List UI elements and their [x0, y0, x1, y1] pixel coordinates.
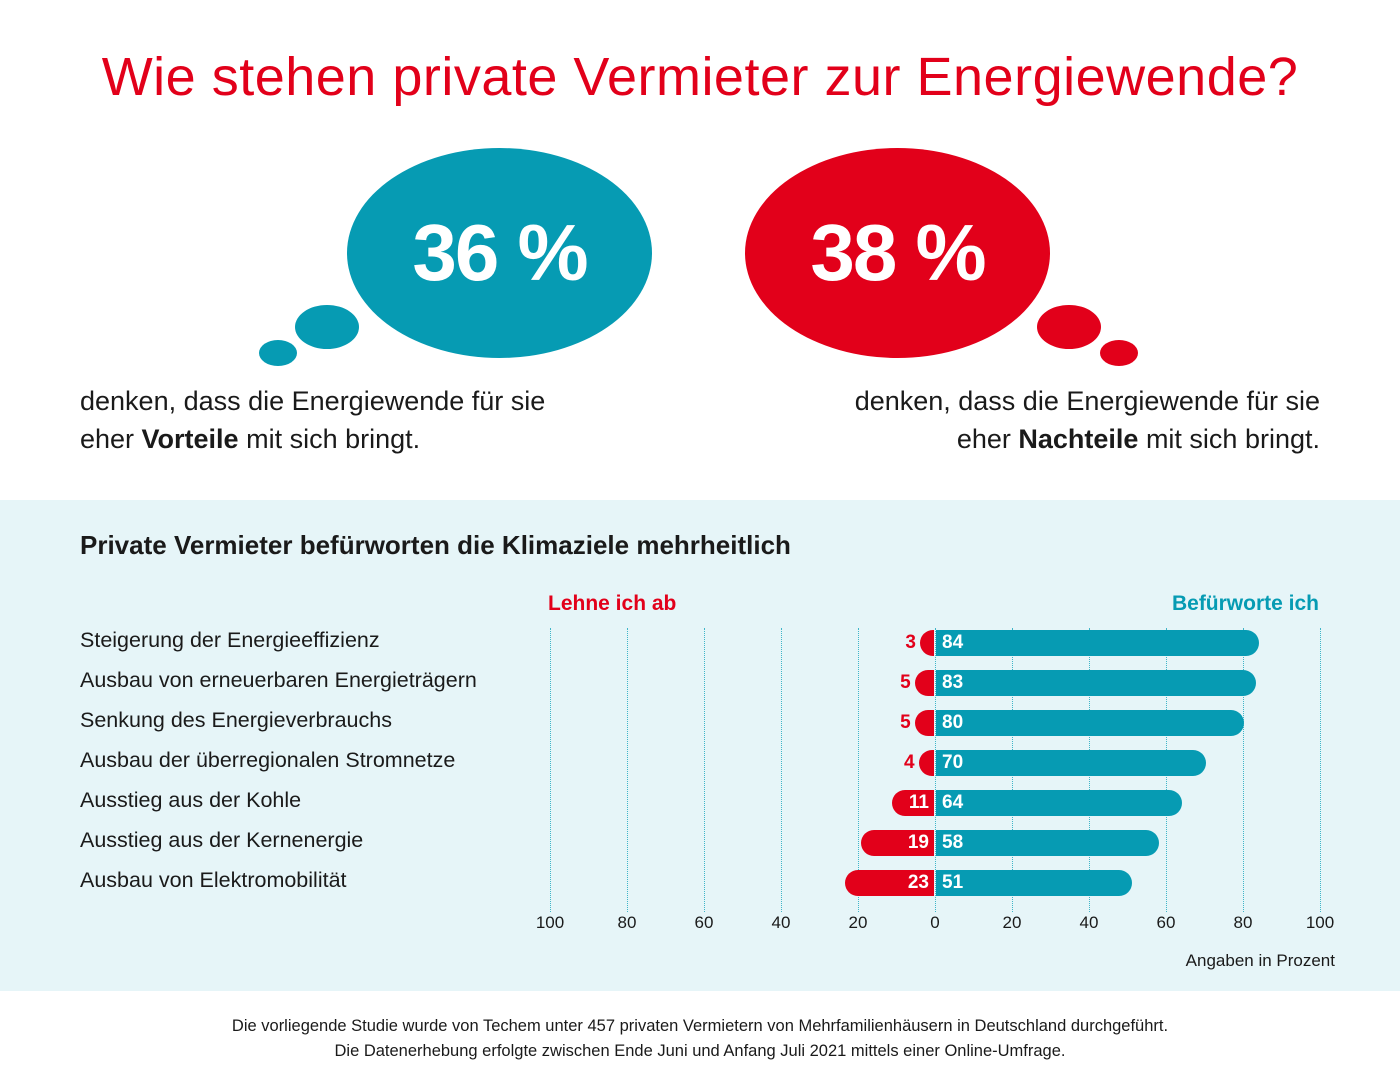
gridline	[1243, 628, 1244, 912]
x-tick-label: 80	[1233, 913, 1253, 932]
x-tick-label: 100	[535, 913, 565, 932]
advantages-statement: denken, dass die Energiewende für sie eh…	[80, 382, 545, 458]
gridline	[550, 628, 551, 912]
bar-reject	[918, 750, 934, 776]
bar-reject	[914, 670, 934, 696]
value-label-support: 80	[942, 712, 964, 733]
x-tick-label: 0	[930, 913, 940, 932]
bubble-dot-medium	[295, 305, 359, 349]
category-label: Ausstieg aus der Kernenergie	[80, 828, 364, 852]
disadvantages-statement: denken, dass die Energiewende für sie eh…	[855, 382, 1320, 458]
gridline	[935, 628, 936, 912]
value-label-reject: 19	[907, 832, 929, 853]
emphasis-vorteile: Vorteile	[141, 424, 239, 454]
footer-note-2: Die Datenerhebung erfolgte zwischen Ende…	[334, 1042, 1066, 1060]
x-tick-label: 60	[694, 913, 714, 932]
bubble-dot-small	[1100, 340, 1138, 366]
value-label-reject: 23	[907, 872, 929, 893]
gridline	[1320, 628, 1321, 912]
category-label: Steigerung der Energieeffizienz	[80, 628, 380, 652]
category-label: Senkung des Energieverbrauchs	[80, 708, 392, 732]
bar-support	[936, 830, 1160, 856]
x-tick-label: 20	[1002, 913, 1022, 932]
statement-line: denken, dass die Energiewende für sie	[854, 386, 1320, 416]
emphasis-nachteile: Nachteile	[1018, 424, 1139, 454]
legend-reject: Lehne ich ab	[548, 592, 677, 615]
category-label: Ausbau der überregionalen Stromnetze	[80, 748, 456, 772]
gridline	[627, 628, 628, 912]
main-title: Wie stehen private Vermieter zur Energie…	[101, 47, 1299, 107]
value-label-support: 64	[942, 792, 964, 813]
bar-reject	[860, 830, 934, 856]
disadvantages-percent: 38 %	[810, 208, 986, 297]
bubble-dot-small	[259, 340, 297, 366]
bar-support	[936, 710, 1244, 736]
bar-support	[936, 670, 1256, 696]
value-label-reject: 11	[908, 792, 929, 813]
bar-reject	[914, 710, 934, 736]
advantages-percent: 36 %	[412, 208, 588, 297]
bubble-main	[745, 148, 1050, 358]
x-tick-label: 80	[617, 913, 637, 932]
value-label-support: 83	[942, 672, 964, 693]
statement-line: denken, dass die Energiewende für sie	[80, 386, 546, 416]
category-label: Ausbau von Elektromobilität	[80, 868, 347, 892]
gridline	[704, 628, 705, 912]
value-label-reject: 5	[900, 712, 911, 733]
bar-support	[936, 630, 1260, 656]
bar-support	[936, 750, 1206, 776]
unit-note: Angaben in Prozent	[1185, 951, 1335, 970]
bubble-main	[347, 148, 652, 358]
value-label-support: 70	[942, 752, 964, 773]
gridline	[781, 628, 782, 912]
value-label-support: 84	[942, 632, 964, 653]
legend-support: Befürworte ich	[1171, 592, 1319, 615]
value-label-support: 58	[942, 832, 964, 853]
bar-support	[936, 790, 1183, 816]
x-tick-label: 40	[771, 913, 791, 932]
chart-title: Private Vermieter befürworten die Klimaz…	[80, 530, 791, 560]
bubble-dot-medium	[1037, 305, 1101, 349]
x-tick-label: 60	[1156, 913, 1176, 932]
statement-line: eher Vorteile mit sich bringt.	[80, 424, 421, 454]
value-label-reject: 4	[904, 752, 915, 773]
bar-reject	[891, 790, 934, 816]
bar-reject	[845, 870, 934, 896]
value-label-reject: 3	[905, 632, 916, 653]
category-label: Ausbau von erneuerbaren Energieträgern	[80, 668, 477, 692]
category-label: Ausstieg aus der Kohle	[80, 788, 302, 812]
gridline	[858, 628, 859, 912]
x-tick-label: 40	[1079, 913, 1099, 932]
x-tick-label: 20	[848, 913, 868, 932]
footer-note-1: Die vorliegende Studie wurde von Techem …	[231, 1017, 1169, 1035]
x-tick-label: 100	[1305, 913, 1335, 932]
statement-line: eher Nachteile mit sich bringt.	[956, 424, 1320, 454]
bar-support	[936, 870, 1133, 896]
value-label-support: 51	[942, 872, 964, 893]
value-label-reject: 5	[900, 672, 911, 693]
bar-reject	[920, 630, 934, 656]
